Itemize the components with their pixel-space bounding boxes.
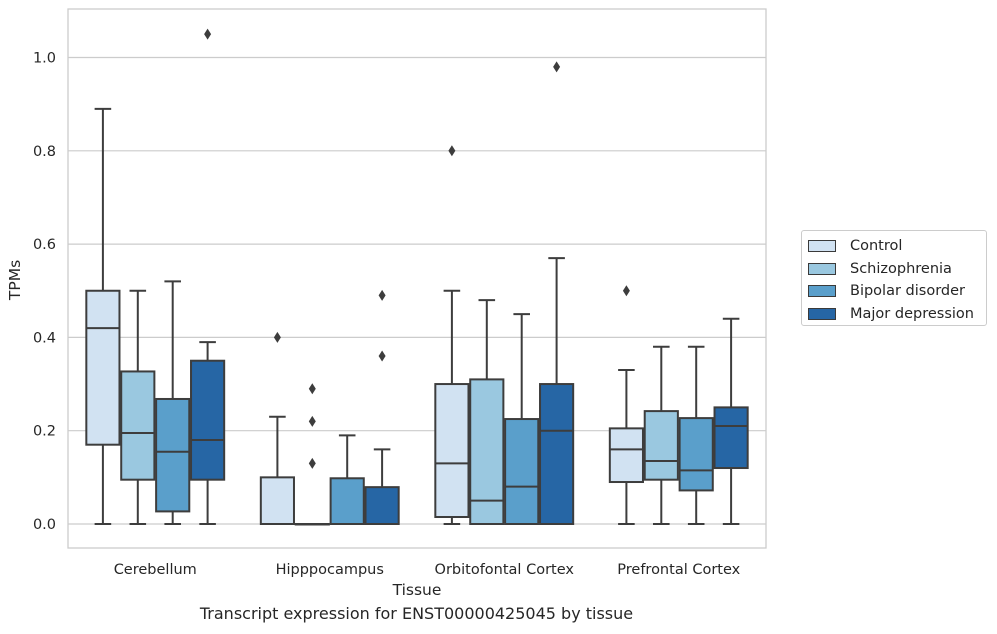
outlier-point [273,331,281,343]
x-tick-label: Prefrontal Cortex [617,562,740,578]
x-axis-label: Tissue [392,581,442,599]
y-tick-label: 0.6 [33,237,56,253]
outlier-point [308,383,316,395]
outlier-point [622,285,630,297]
legend-label: Control [850,238,903,254]
box-control [434,145,470,525]
box-schizophrenia [643,345,679,525]
outlier-point [448,145,456,157]
box-schizophrenia [469,299,505,526]
outlier-point [308,415,316,427]
iqr-box [434,383,470,519]
iqr-box [469,378,505,526]
legend-swatch [808,240,836,252]
y-tick-label: 0.4 [33,330,56,346]
x-tick-label: Hipppocampus [276,562,384,578]
legend-item: Bipolar disorder [808,281,965,301]
outlier-point [204,28,212,40]
outlier-point [308,457,316,469]
iqr-box [504,418,540,526]
outlier-point [378,289,386,301]
box-bipolar-disorder [504,313,540,526]
box-bipolar-disorder [155,280,191,525]
box-control [608,285,644,525]
y-tick-label: 0.2 [33,424,56,440]
legend-item: Schizophrenia [808,259,952,279]
y-tick-labels: 0.0 0.2 0.4 0.6 0.8 1.0 [33,51,56,534]
outlier-point [378,350,386,362]
box-control [85,107,121,525]
iqr-box [608,427,644,484]
iqr-box [190,359,226,481]
y-tick-label: 1.0 [33,51,56,67]
box-schizophrenia [120,289,156,525]
iqr-box [643,410,679,481]
box-major-depression [713,317,749,525]
iqr-box [85,289,121,446]
legend: Control Schizophrenia Bipolar disorder Majo… [801,230,987,326]
legend-label: Bipolar disorder [850,283,965,299]
outlier-point [553,61,561,73]
iqr-box [155,397,191,513]
chart-title: Transcript expression for ENST0000042504… [199,604,634,623]
iqr-box [259,476,295,526]
box-bipolar-disorder [678,345,714,525]
legend-label: Schizophrenia [850,260,952,277]
legend-swatch [808,307,836,320]
legend-item: Control [808,236,902,256]
x-tick-label: Cerebellum [114,562,197,578]
box-major-depression [364,289,400,526]
legend-swatch [808,285,836,297]
box-major-depression [190,28,226,525]
iqr-box [120,370,156,481]
iqr-box [364,486,400,526]
y-tick-label: 0.0 [33,517,56,533]
x-tick-labels: Cerebellum Hipppocampus Orbitofontal Corte… [114,562,741,578]
iqr-box [713,406,749,470]
legend-label: Major depression [850,305,974,322]
box-control [259,331,295,526]
y-tick-label: 0.8 [33,144,56,160]
plot-area-frame [67,8,767,549]
box-series [85,28,749,526]
iqr-box [539,383,575,525]
iqr-box [678,417,714,492]
box-major-depression [539,61,575,525]
iqr-box [329,477,365,525]
y-axis-label: TPMs [6,260,24,301]
box-schizophrenia [294,383,330,526]
legend-swatch [808,262,836,275]
x-tick-label: Orbitofontal Cortex [435,562,575,578]
box-bipolar-disorder [329,434,365,525]
legend-item: Major depression [808,304,974,324]
